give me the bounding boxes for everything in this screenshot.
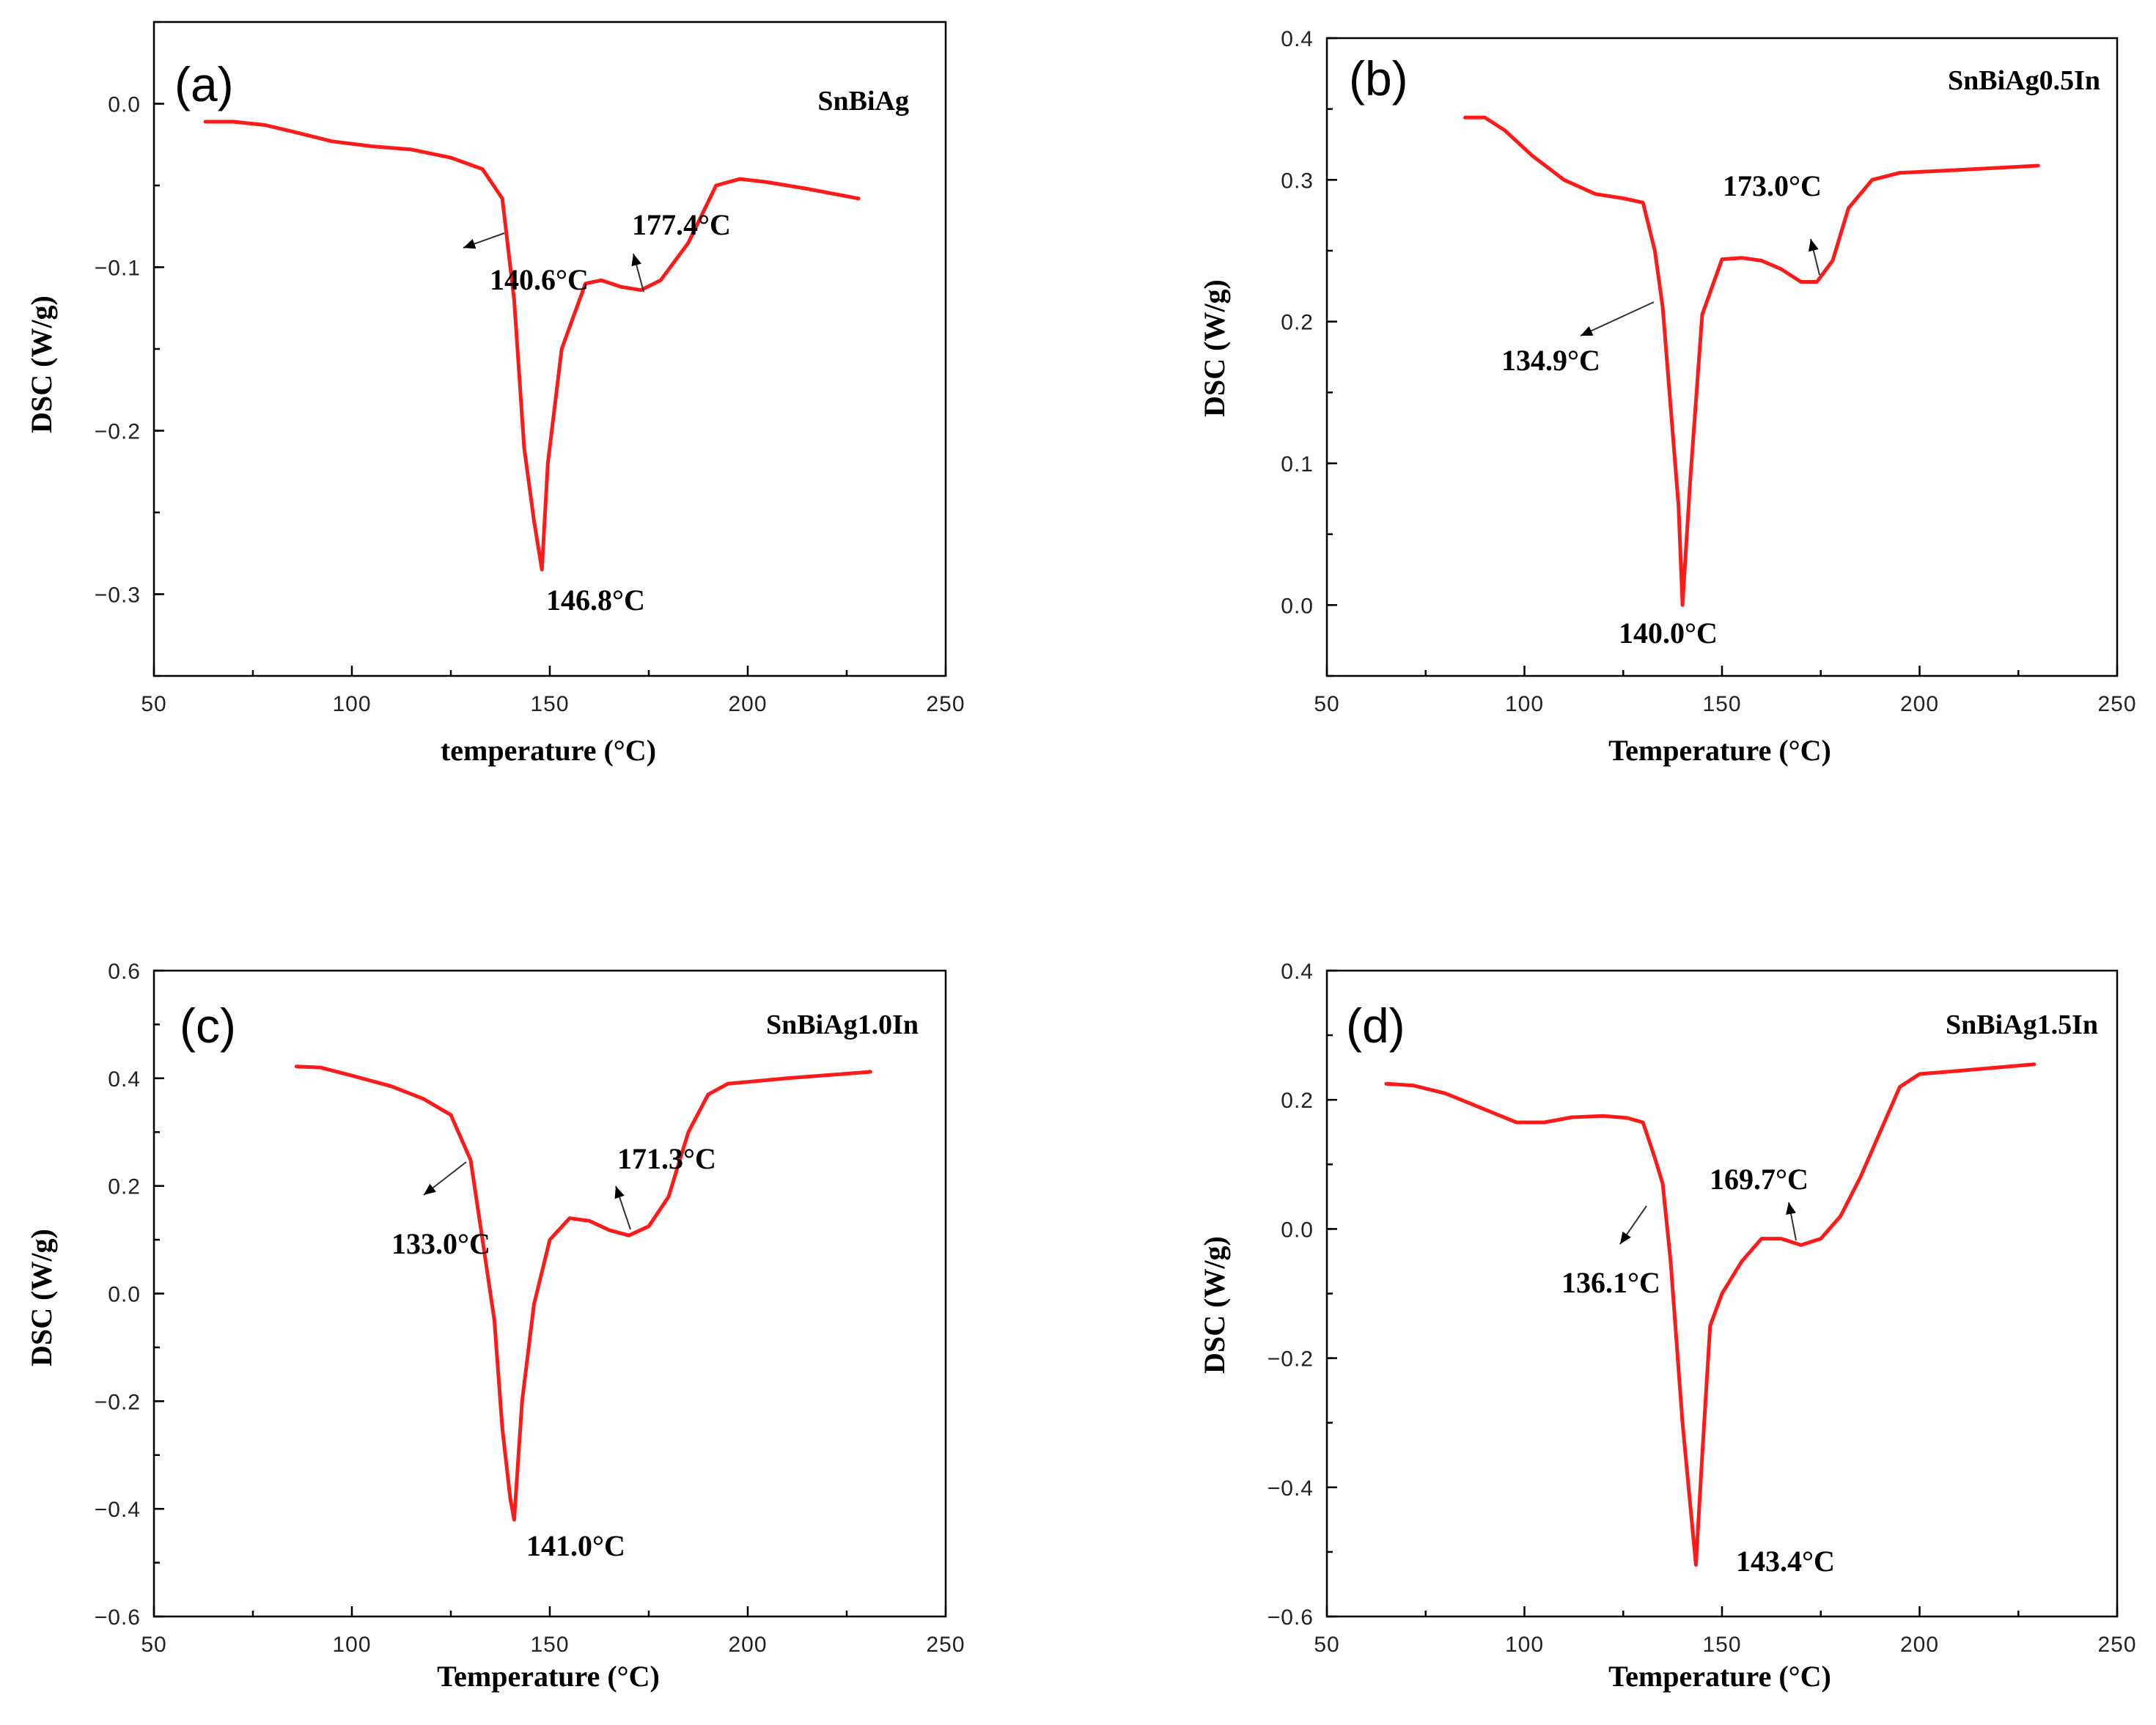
arrowhead (424, 1183, 436, 1195)
y-tick-label: −0.4 (95, 1498, 141, 1522)
y-tick-label: −0.2 (95, 1390, 141, 1414)
x-tick-label: 250 (926, 1633, 965, 1657)
y-tick-label: 0.0 (108, 1283, 141, 1307)
panel-d-chart: (d) SnBiAg1.5In Temperature (°C) DSC (W/… (1198, 960, 2136, 1693)
peak-annotation: 141.0°C (526, 1529, 625, 1562)
arrowhead (1620, 1231, 1631, 1244)
peak-annotation: 143.4°C (1736, 1545, 1835, 1578)
y-tick-label: −0.6 (95, 1606, 141, 1630)
peak-annotation: 173.0°C (1723, 169, 1822, 202)
peak-annotation: 169.7°C (1710, 1163, 1809, 1196)
x-tick-label: 150 (1702, 692, 1741, 716)
y-axis-title: DSC (W/g) (1198, 1236, 1231, 1374)
series-label: SnBiAg (817, 86, 909, 117)
y-tick-label: −0.2 (1268, 1347, 1314, 1372)
panel-a-chart: (a) SnBiAg temperature (°C) DSC (W/g) 50… (25, 21, 965, 767)
x-tick-label: 50 (141, 1633, 166, 1657)
x-axis-title: Temperature (°C) (1608, 734, 1831, 767)
arrowhead (1581, 326, 1594, 336)
arrowhead (614, 1186, 625, 1199)
arrowhead (1809, 239, 1819, 252)
x-tick-label: 50 (1314, 692, 1339, 716)
panel-b-chart: (b) SnBiAg0.5In Temperature (°C) DSC (W/… (1198, 27, 2136, 767)
y-axis-title: DSC (W/g) (25, 1229, 58, 1367)
arrowhead (631, 254, 641, 267)
series-label: SnBiAg1.5In (1946, 1009, 2098, 1040)
plot-frame (152, 21, 947, 677)
peak-annotation: 136.1°C (1561, 1266, 1660, 1299)
x-tick-label: 150 (530, 692, 569, 716)
y-tick-label: 0.0 (1281, 1218, 1314, 1242)
x-tick-label: 100 (1505, 692, 1544, 716)
panel-letter: (d) (1346, 998, 1405, 1053)
x-tick-label: 250 (2097, 1633, 2136, 1657)
y-tick-label: 0.2 (1281, 1089, 1314, 1113)
y-tick-label: −0.1 (95, 257, 141, 281)
peak-annotation: 140.6°C (490, 263, 589, 296)
dsc-curve (294, 1064, 872, 1522)
plot-frame (152, 969, 947, 1618)
panel-letter: (b) (1349, 51, 1408, 106)
y-tick-label: 0.2 (1281, 311, 1314, 335)
x-tick-label: 250 (926, 692, 965, 716)
panel-letter: (a) (174, 57, 234, 111)
plot-frame (1325, 37, 2119, 677)
x-tick-label: 100 (1505, 1633, 1544, 1657)
series-label: SnBiAg1.0In (766, 1009, 919, 1040)
panel-c-chart: (c) SnBiAg1.0In Temperature (°C) DSC (W/… (25, 960, 965, 1693)
x-tick-label: 50 (1314, 1633, 1339, 1657)
y-tick-label: 0.4 (108, 1067, 141, 1092)
x-tick-label: 200 (1900, 692, 1939, 716)
peak-annotation: 140.0°C (1619, 617, 1718, 650)
y-tick-label: 0.0 (108, 93, 141, 117)
peak-annotation: 133.0°C (391, 1227, 490, 1260)
x-tick-label: 150 (1702, 1633, 1741, 1657)
y-tick-label: −0.6 (1268, 1606, 1314, 1630)
series-label: SnBiAg0.5In (1948, 65, 2100, 96)
arrowhead (463, 239, 477, 249)
x-tick-label: 100 (332, 1633, 371, 1657)
peak-annotation: 134.9°C (1501, 344, 1600, 377)
x-axis-title: Temperature (°C) (437, 1660, 660, 1693)
peak-annotation: 146.8°C (546, 584, 645, 617)
dsc-curve (203, 119, 861, 572)
y-tick-label: 0.3 (1281, 169, 1314, 193)
y-tick-label: 0.4 (1281, 27, 1314, 51)
x-tick-label: 200 (728, 692, 767, 716)
y-tick-label: 0.0 (1281, 594, 1314, 618)
y-tick-label: 0.1 (1281, 452, 1314, 477)
x-tick-label: 250 (2097, 692, 2136, 716)
x-tick-label: 200 (728, 1633, 767, 1657)
x-tick-label: 100 (332, 692, 371, 716)
x-tick-label: 50 (141, 692, 166, 716)
dsc-curve (1384, 1062, 2037, 1567)
peak-annotation: 177.4°C (632, 208, 731, 241)
x-axis-title: Temperature (°C) (1608, 1660, 1831, 1693)
y-tick-label: −0.3 (95, 584, 141, 608)
x-axis-title: temperature (°C) (441, 734, 656, 767)
arrowhead (1786, 1202, 1796, 1215)
y-axis-title: DSC (W/g) (25, 295, 58, 433)
panel-letter: (c) (180, 998, 236, 1053)
y-tick-label: −0.2 (95, 420, 141, 444)
x-tick-label: 150 (530, 1633, 569, 1657)
x-tick-label: 200 (1900, 1633, 1939, 1657)
y-tick-label: 0.6 (108, 960, 141, 984)
y-tick-label: 0.2 (108, 1175, 141, 1199)
annotation-arrow (1580, 301, 1655, 336)
dsc-curve (1463, 115, 2040, 607)
y-tick-label: 0.4 (1281, 960, 1314, 984)
y-axis-title: DSC (W/g) (1198, 279, 1231, 417)
peak-annotation: 171.3°C (617, 1142, 716, 1175)
y-tick-label: −0.4 (1268, 1476, 1314, 1501)
